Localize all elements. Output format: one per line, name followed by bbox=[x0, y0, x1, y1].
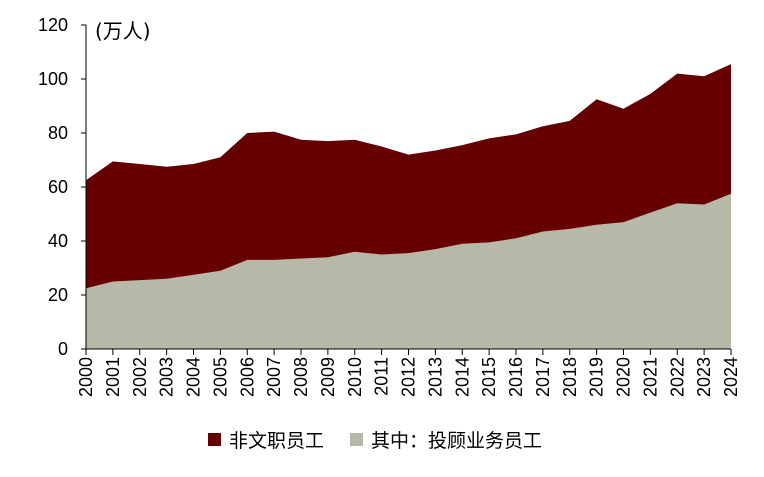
x-tick-label: 2012 bbox=[399, 357, 419, 397]
x-tick-label: 2013 bbox=[425, 357, 445, 397]
x-tick-label: 2017 bbox=[533, 357, 553, 397]
legend-label-non-clerical: 非文职员工 bbox=[229, 430, 325, 452]
y-tick-label: 60 bbox=[48, 177, 68, 197]
x-tick-label: 2004 bbox=[184, 357, 204, 397]
x-tick-label: 2015 bbox=[479, 357, 499, 397]
x-tick-label: 2009 bbox=[318, 357, 338, 397]
x-tick-label: 2016 bbox=[506, 357, 526, 397]
y-tick-label: 40 bbox=[48, 231, 68, 251]
chart-areas bbox=[86, 64, 731, 350]
x-tick-label: 2006 bbox=[237, 357, 257, 397]
y-tick-label: 20 bbox=[48, 285, 68, 305]
x-tick-label: 2018 bbox=[560, 357, 580, 397]
x-tick-label: 2020 bbox=[614, 357, 634, 397]
x-tick-label: 2000 bbox=[76, 357, 96, 397]
series-area-advisory bbox=[86, 193, 731, 349]
x-tick-label: 2022 bbox=[667, 357, 687, 397]
x-tick-label: 2014 bbox=[452, 357, 472, 397]
x-tick-label: 2011 bbox=[372, 357, 392, 396]
x-tick-label: 2023 bbox=[694, 357, 714, 397]
x-tick-label: 2003 bbox=[157, 357, 177, 397]
y-tick-label: 120 bbox=[38, 15, 68, 35]
x-tick-label: 2008 bbox=[291, 357, 311, 397]
x-tick-label: 2021 bbox=[640, 357, 660, 397]
legend-item-non-clerical: 非文职员工 bbox=[208, 426, 324, 453]
x-tick-label: 2001 bbox=[103, 357, 123, 397]
x-tick-label: 2005 bbox=[210, 357, 230, 397]
legend-swatch-advisory bbox=[350, 433, 364, 446]
y-tick-label: 0 bbox=[58, 339, 68, 359]
legend: 非文职员工 其中：投顾业务员工 bbox=[208, 426, 542, 453]
x-tick-label: 2024 bbox=[721, 357, 741, 397]
legend-item-advisory: 其中：投顾业务员工 bbox=[350, 426, 542, 453]
x-tick-label: 2019 bbox=[587, 357, 607, 397]
legend-label-advisory: 其中：投顾业务员工 bbox=[371, 430, 543, 452]
x-tick-label: 2010 bbox=[345, 357, 365, 397]
y-tick-label: 100 bbox=[38, 69, 68, 89]
x-tick-label: 2007 bbox=[264, 357, 284, 397]
chart-axes: 0 20 40 60 80 100 120 2000 2001 2002 2003 2004 2005 2… bbox=[38, 15, 741, 397]
unit-label: (万人) bbox=[95, 19, 151, 43]
y-tick-label: 80 bbox=[48, 123, 68, 143]
legend-swatch-non-clerical bbox=[208, 433, 221, 446]
x-tick-label: 2002 bbox=[130, 357, 150, 397]
